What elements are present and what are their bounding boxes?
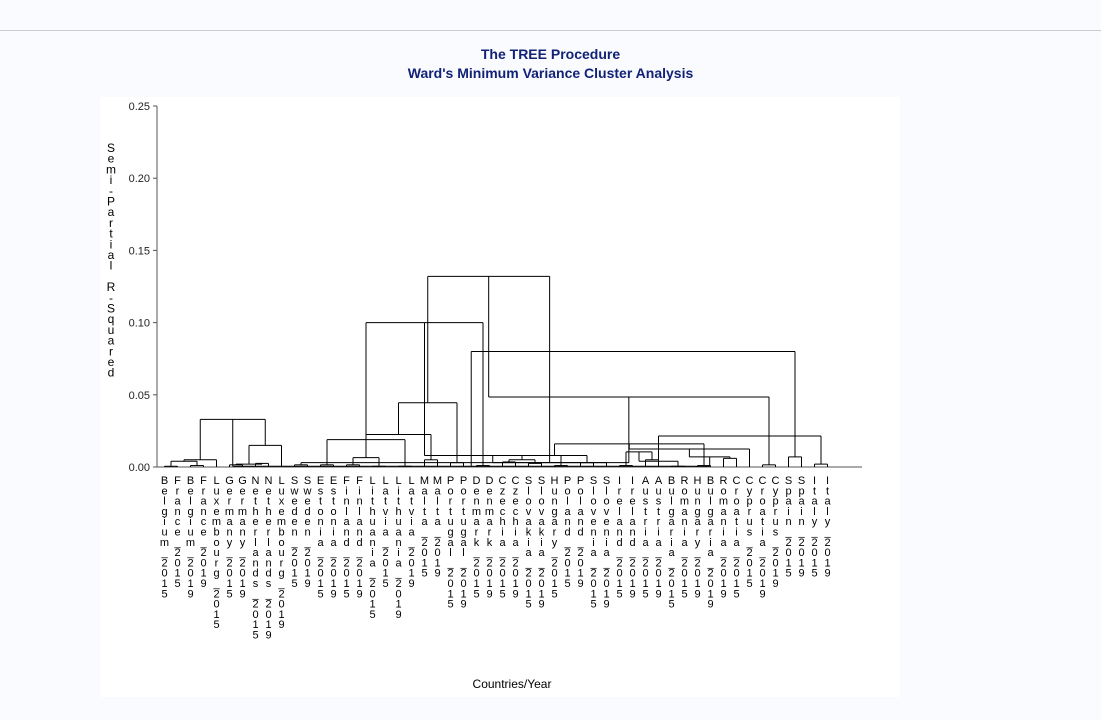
y-tick-label: 0.25 — [129, 101, 150, 113]
y-tick-label: 0.15 — [129, 245, 150, 257]
y-tick-label: 0.20 — [129, 173, 150, 185]
axis-titles: Countries/Year S e m i -P a r t i a l R -S q u a r e d — [106, 141, 551, 691]
y-tick-label: 0.05 — [129, 390, 150, 402]
y-tick-label: 0.10 — [129, 318, 150, 330]
x-axis-title: Countries/Year — [473, 677, 552, 691]
dendrogram-tree — [164, 275, 828, 467]
chart-subtitle: Ward's Minimum Variance Cluster Analysis — [407, 65, 694, 81]
y-axis: 0.25 0.20 0.15 0.10 0.05 0.00 — [129, 101, 862, 474]
y-tick-label: 0.00 — [129, 462, 150, 474]
header-divider — [0, 30, 1101, 31]
chart-title: The TREE Procedure — [480, 46, 621, 62]
